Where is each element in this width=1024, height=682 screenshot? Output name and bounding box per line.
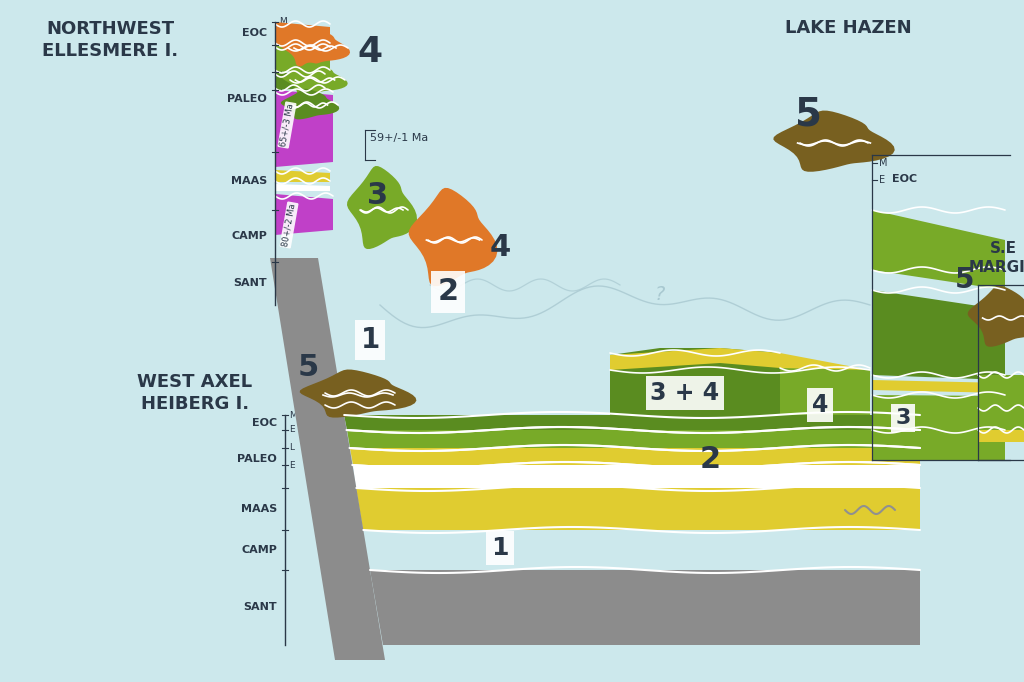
Text: E: E: [279, 40, 285, 50]
Text: ?: ?: [654, 286, 666, 304]
Polygon shape: [610, 348, 780, 415]
Text: PALEO: PALEO: [238, 454, 278, 464]
Text: 4: 4: [812, 393, 828, 417]
Text: 3 + 4: 3 + 4: [650, 381, 720, 405]
Polygon shape: [872, 210, 1005, 290]
Polygon shape: [281, 89, 339, 119]
Polygon shape: [978, 375, 1024, 430]
Polygon shape: [275, 90, 333, 167]
Polygon shape: [409, 188, 498, 286]
Polygon shape: [344, 415, 920, 430]
Text: 59+/-1 Ma: 59+/-1 Ma: [370, 133, 428, 143]
Text: 1: 1: [492, 536, 509, 560]
Polygon shape: [773, 110, 895, 172]
Text: MAAS: MAAS: [241, 504, 278, 514]
Polygon shape: [275, 22, 330, 45]
Text: E: E: [289, 460, 295, 469]
Text: 4: 4: [489, 233, 511, 261]
Polygon shape: [780, 368, 870, 415]
Text: NORTHWEST
ELLESMERE I.: NORTHWEST ELLESMERE I.: [42, 20, 178, 60]
Text: E: E: [279, 85, 285, 95]
Text: L: L: [289, 443, 294, 452]
Polygon shape: [275, 72, 325, 90]
Text: L: L: [279, 68, 284, 76]
Polygon shape: [370, 570, 920, 645]
Text: EOC: EOC: [252, 417, 278, 428]
Polygon shape: [275, 194, 333, 235]
Polygon shape: [347, 166, 417, 249]
Text: 4: 4: [357, 35, 383, 69]
Polygon shape: [280, 27, 350, 66]
Polygon shape: [275, 184, 330, 191]
Polygon shape: [275, 45, 330, 72]
Text: 5: 5: [955, 266, 975, 294]
Text: MAAS: MAAS: [230, 176, 267, 186]
Text: 80+/-2 Ma: 80+/-2 Ma: [281, 203, 297, 248]
Text: 2: 2: [699, 445, 721, 475]
Text: LAKE HAZEN: LAKE HAZEN: [784, 19, 911, 37]
Polygon shape: [300, 370, 417, 417]
Text: 5: 5: [297, 353, 318, 383]
Text: 1: 1: [360, 326, 380, 354]
Polygon shape: [356, 488, 920, 530]
Text: SANT: SANT: [233, 278, 267, 288]
Text: PALEO: PALEO: [227, 93, 267, 104]
Text: M: M: [279, 18, 287, 27]
Text: M: M: [879, 158, 888, 168]
Text: E: E: [289, 426, 295, 434]
Polygon shape: [349, 448, 920, 465]
Text: CAMP: CAMP: [241, 545, 278, 555]
Text: EOC: EOC: [892, 175, 918, 185]
Text: 65+/-3 Ma: 65+/-3 Ma: [279, 103, 295, 147]
Polygon shape: [968, 286, 1024, 346]
Polygon shape: [872, 395, 1005, 460]
Text: 5: 5: [795, 96, 821, 134]
Text: SANT: SANT: [244, 602, 278, 612]
Text: S.E
MARGIN: S.E MARGIN: [969, 241, 1024, 275]
Polygon shape: [978, 430, 1024, 442]
Text: EOC: EOC: [242, 29, 267, 38]
Polygon shape: [352, 465, 920, 488]
Text: 2: 2: [437, 278, 459, 306]
Text: CAMP: CAMP: [231, 231, 267, 241]
Polygon shape: [275, 170, 330, 182]
Polygon shape: [872, 290, 1005, 380]
Polygon shape: [283, 63, 348, 95]
Text: 3: 3: [895, 408, 910, 428]
Text: WEST AXEL
HEIBERG I.: WEST AXEL HEIBERG I.: [137, 373, 253, 413]
Text: 3: 3: [368, 181, 388, 209]
Polygon shape: [270, 258, 385, 660]
Polygon shape: [347, 430, 920, 448]
Text: M: M: [289, 411, 297, 419]
Polygon shape: [872, 380, 1005, 393]
Polygon shape: [610, 348, 870, 385]
Text: E: E: [879, 175, 885, 185]
